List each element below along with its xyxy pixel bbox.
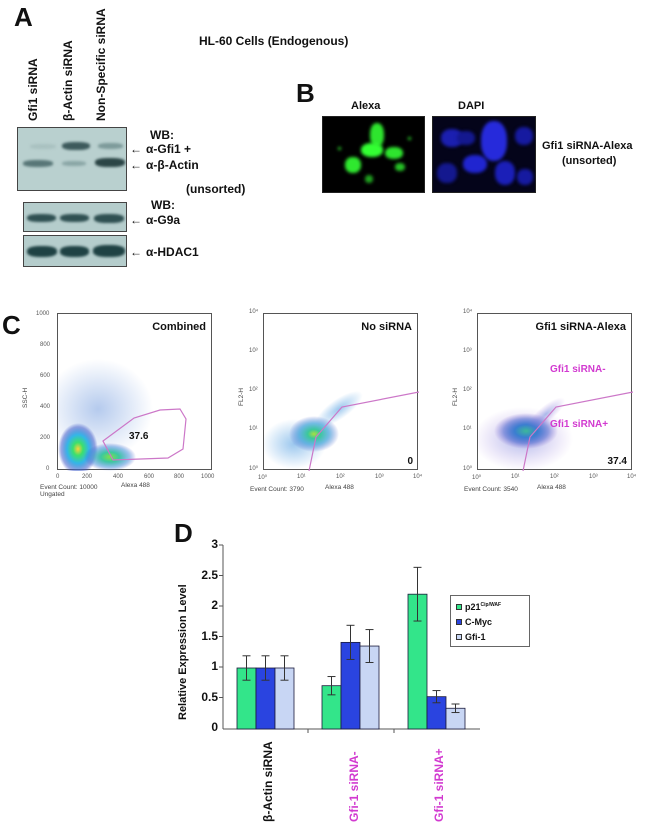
alexa-fluorescence-image [322,116,425,193]
y-tick: 1.5 [201,629,218,643]
blot1-note: (unsorted) [186,182,246,196]
legend-item-p21: p21Cip/WAF [456,602,501,612]
y-tick: 2 [211,598,218,612]
gate-percentage: 37.6 [129,431,149,442]
y-tick: 10⁰ [463,466,473,472]
blot2-wb-label: WB: [151,198,175,212]
x-axis-label: Alexa 488 [121,482,150,489]
y-tick: 10² [463,387,472,393]
y-tick: 400 [40,404,51,410]
x-tick: 10¹ [511,474,520,480]
x-tick: 400 [113,474,124,480]
y-tick: 0 [211,720,218,734]
x-tick: 800 [174,474,185,480]
gate-percentage: 0 [407,456,413,467]
event-count: Event Count: 3790 [250,486,304,493]
image-label-dapi: DAPI [458,100,485,112]
arrow-left-icon: ← [130,158,142,172]
x-tick: 10⁴ [413,474,423,480]
panel-a-title: HL-60 Cells (Endogenous) [199,34,349,48]
y-tick: 10³ [249,348,258,354]
arrow-left-icon: ← [130,245,142,259]
y-tick: 10⁴ [249,309,259,315]
legend-swatch-blue-icon [456,619,462,625]
y-tick: 1 [211,659,218,673]
image-label-alexa: Alexa [351,100,381,112]
flow-plot-title: Gfi1 siRNA-Alexa [535,321,626,333]
flow-plot-title: Combined [152,321,206,333]
scatter-density-gfi1 [478,391,633,471]
gate-percentage: 37.4 [607,456,627,467]
arrow-left-icon: ← [130,213,142,227]
y-tick: 0.5 [201,690,218,704]
x-tick: 10² [550,474,559,480]
gating-status: Ungated [40,491,65,498]
y-tick: 0 [46,466,50,472]
legend-swatch-green-icon [456,604,462,610]
x-axis-label: Alexa 488 [325,484,354,491]
dapi-fluorescence-image [432,116,536,193]
x-tick: 1000 [201,474,215,480]
x-axis-label: Alexa 488 [537,484,566,491]
category-label-gfi1-plus: Gfi-1 siRNA+ [432,748,446,822]
blot1-band-gfi1-label: ← α-Gfi1 + [130,142,192,156]
x-tick: 600 [144,474,155,480]
event-count: Event Count: 3540 [464,486,518,493]
arrow-left-icon: ← [130,142,142,156]
legend-swatch-lightblue-icon [456,634,462,640]
gate-label-plus: Gfi1 siRNA+ [550,419,609,430]
x-tick: 10⁰ [258,475,268,481]
y-tick: 600 [40,373,51,379]
blot3-band-hdac1-label: ← α-HDAC1 [130,245,199,259]
blot1-wb-label: WB: [150,128,174,142]
scatter-density-combined [58,359,187,471]
x-tick: 0 [56,474,60,480]
x-tick: 10³ [375,474,384,480]
y-tick: 1000 [36,311,50,317]
western-blot-g9a [23,202,127,232]
panel-a-letter: A [14,2,33,32]
x-tick: 200 [82,474,93,480]
chart-legend: p21Cip/WAF C-Myc Gfi-1 [450,595,530,647]
flow-plot-combined: Combined 37.6 [57,313,212,471]
western-blot-gfi1-actin [17,127,127,191]
y-tick: 200 [40,435,51,441]
panel-b-caption-line2: (unsorted) [562,155,617,167]
legend-item-cmyc: C-Myc [456,617,492,627]
blot2-band-g9a-label: ← α-G9a [130,213,181,227]
y-tick: 10⁴ [463,309,473,315]
x-tick: 10¹ [297,474,306,480]
x-tick: 10⁴ [627,474,637,480]
y-tick: 2.5 [201,568,218,582]
panel-b-caption-line1: Gfi1 siRNA-Alexa [542,140,633,152]
y-tick: 3 [211,537,218,551]
scatter-density-no-sirna [264,390,419,471]
western-blot-hdac1 [23,235,127,267]
flow-plot-gfi1-sirna-alexa: Gfi1 siRNA-Alexa Gfi1 siRNA- Gfi1 siRNA+… [477,313,633,471]
y-tick: 10¹ [249,426,258,432]
y-tick: 10² [249,387,258,393]
y-tick: 10¹ [463,426,472,432]
blot1-band-actin-label: ← α-β-Actin [130,158,199,172]
panel-c-letter: C [2,310,21,340]
x-tick: 10⁰ [472,475,482,481]
flow-plot-title: No siRNA [361,321,412,333]
gate-label-minus: Gfi1 siRNA- [550,364,606,375]
category-label-actin: β-Actin siRNA [261,741,275,822]
x-tick: 10³ [589,474,598,480]
y-tick: 10⁰ [249,466,259,472]
panel-d-letter: D [174,518,193,548]
legend-item-gfi1: Gfi-1 [456,632,486,642]
event-count: Event Count: 10000 [40,484,98,491]
panel-b-letter: B [296,78,315,108]
category-label-gfi1-minus: Gfi-1 siRNA- [347,751,361,822]
y-tick: 800 [40,342,51,348]
flow-plot-no-sirna: No siRNA 0 [263,313,419,471]
x-tick: 10² [336,474,345,480]
y-tick: 10³ [463,348,472,354]
